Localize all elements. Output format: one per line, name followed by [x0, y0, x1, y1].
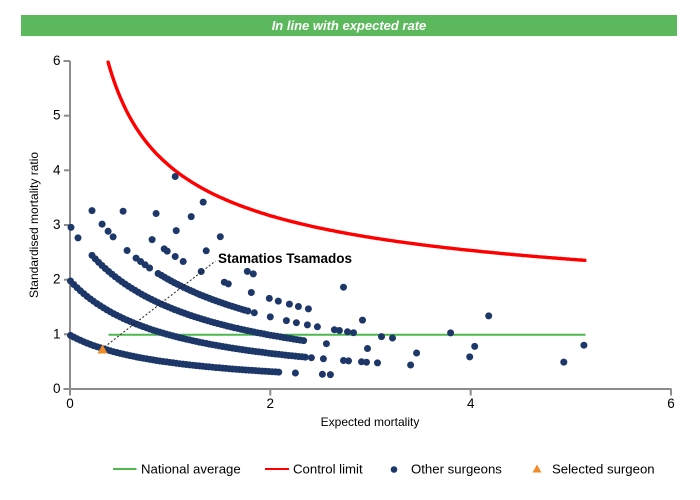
- svg-text:Other surgeons: Other surgeons: [411, 462, 502, 477]
- svg-text:6: 6: [53, 53, 61, 68]
- svg-text:Expected mortality: Expected mortality: [321, 415, 420, 429]
- svg-text:4: 4: [53, 162, 61, 177]
- svg-text:In line with expected rate: In line with expected rate: [272, 18, 427, 33]
- svg-text:0: 0: [53, 381, 61, 396]
- svg-text:Standardised mortality ratio: Standardised mortality ratio: [27, 152, 41, 298]
- svg-text:Control limit: Control limit: [293, 462, 363, 477]
- svg-text:2: 2: [267, 396, 275, 411]
- svg-text:0: 0: [66, 396, 74, 411]
- svg-text:2: 2: [53, 272, 61, 287]
- svg-text:5: 5: [53, 108, 61, 123]
- svg-text:6: 6: [667, 396, 675, 411]
- svg-text:Selected surgeon: Selected surgeon: [552, 462, 655, 477]
- svg-text:4: 4: [467, 396, 475, 411]
- svg-text:3: 3: [53, 217, 61, 232]
- svg-text:1: 1: [53, 326, 61, 341]
- svg-text:Stamatios Tsamados: Stamatios Tsamados: [218, 251, 352, 266]
- svg-text:National average: National average: [141, 462, 241, 477]
